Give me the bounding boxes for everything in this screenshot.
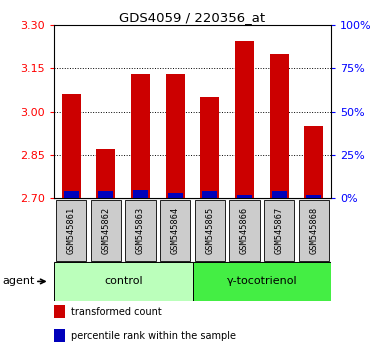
Text: GSM545865: GSM545865 xyxy=(205,206,214,254)
Text: percentile rank within the sample: percentile rank within the sample xyxy=(70,331,236,341)
Text: GSM545868: GSM545868 xyxy=(309,206,318,254)
Bar xyxy=(271,191,287,198)
FancyBboxPatch shape xyxy=(90,200,121,261)
Bar xyxy=(133,189,148,198)
Text: GSM545867: GSM545867 xyxy=(275,206,284,254)
Bar xyxy=(166,74,185,198)
Bar xyxy=(62,94,81,198)
Text: GSM545861: GSM545861 xyxy=(67,206,76,254)
FancyBboxPatch shape xyxy=(229,200,260,261)
Title: GDS4059 / 220356_at: GDS4059 / 220356_at xyxy=(119,11,266,24)
Bar xyxy=(54,329,65,342)
Text: transformed count: transformed count xyxy=(70,307,161,317)
FancyBboxPatch shape xyxy=(264,200,295,261)
Bar xyxy=(96,149,116,198)
FancyBboxPatch shape xyxy=(194,200,225,261)
FancyBboxPatch shape xyxy=(298,200,329,261)
Text: GSM545866: GSM545866 xyxy=(240,206,249,254)
FancyBboxPatch shape xyxy=(125,200,156,261)
Text: GSM545862: GSM545862 xyxy=(101,206,110,254)
Bar xyxy=(131,74,150,198)
Bar xyxy=(202,191,218,198)
Bar xyxy=(167,193,183,198)
Bar xyxy=(304,126,323,198)
Text: agent: agent xyxy=(3,276,35,286)
Text: control: control xyxy=(104,276,142,286)
Text: γ-tocotrienol: γ-tocotrienol xyxy=(226,276,297,286)
Bar xyxy=(98,191,114,198)
Bar xyxy=(270,54,289,198)
Bar xyxy=(64,191,79,198)
Text: GSM545864: GSM545864 xyxy=(171,206,180,254)
FancyBboxPatch shape xyxy=(192,262,331,301)
Bar xyxy=(54,306,65,318)
Bar xyxy=(200,97,219,198)
Bar xyxy=(306,195,321,198)
FancyBboxPatch shape xyxy=(160,200,191,261)
FancyBboxPatch shape xyxy=(56,200,87,261)
FancyBboxPatch shape xyxy=(54,262,192,301)
Text: GSM545863: GSM545863 xyxy=(136,206,145,254)
Bar xyxy=(237,195,252,198)
Bar xyxy=(235,41,254,198)
